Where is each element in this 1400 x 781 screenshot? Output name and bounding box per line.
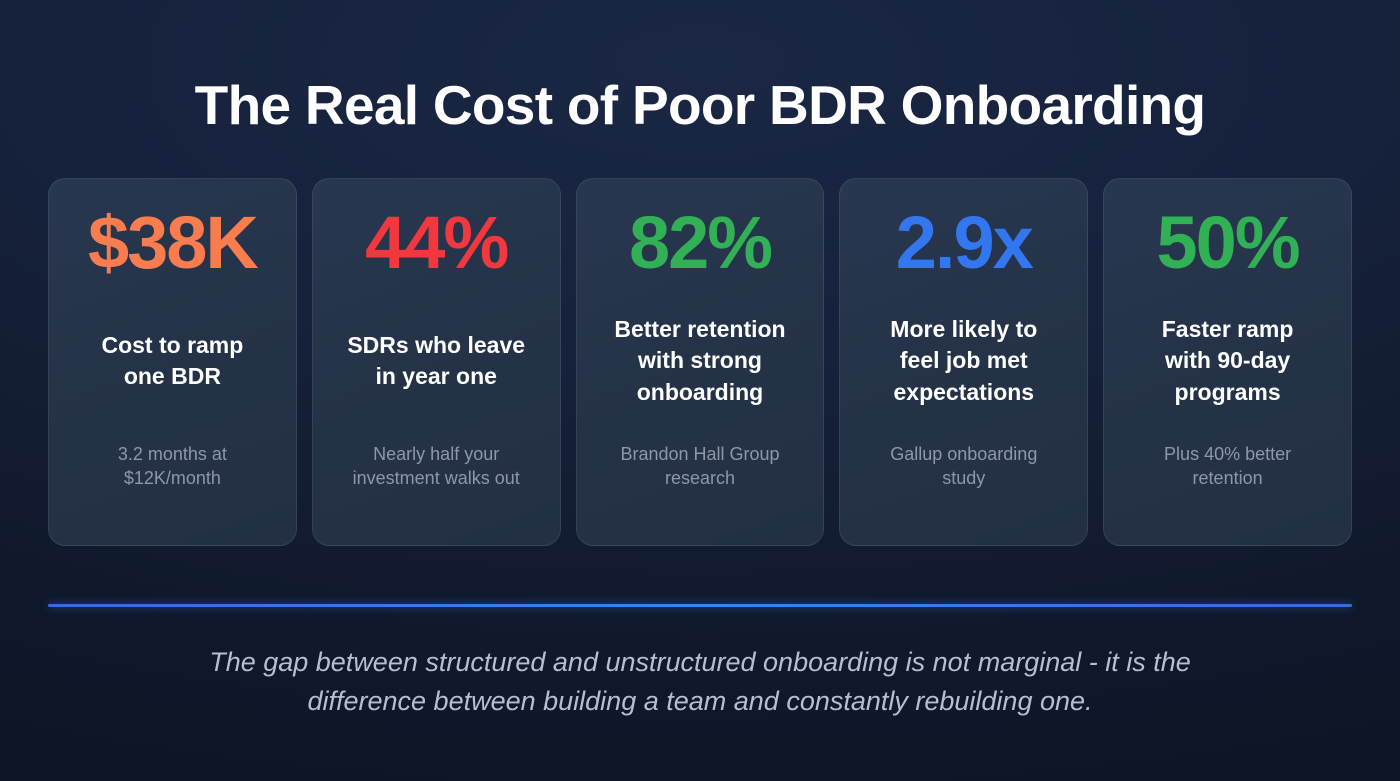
stat-card: 50% Faster ramp with 90-day programs Plus … bbox=[1103, 178, 1352, 546]
stat-value: 2.9x bbox=[895, 201, 1034, 284]
stat-label: Better retention with strong onboarding bbox=[614, 315, 786, 405]
stat-card: $38K Cost to ramp one BDR 3.2 months at $1… bbox=[48, 178, 297, 546]
stat-note: Brandon Hall Group research bbox=[620, 443, 780, 489]
stat-value: 82% bbox=[628, 201, 773, 284]
stat-note: Plus 40% better retention bbox=[1164, 443, 1292, 489]
page-title: The Real Cost of Poor BDR Onboarding bbox=[194, 74, 1206, 136]
stat-card: 82% Better retention with strong onboardin… bbox=[575, 178, 825, 546]
stat-card: 2.9x More likely to feel job met expectati… bbox=[839, 178, 1089, 546]
accent-divider bbox=[48, 604, 1352, 607]
stat-note: 3.2 months at $12K/month bbox=[117, 443, 227, 489]
footer-caption: The gap between structured and unstructu… bbox=[209, 647, 1191, 716]
stat-label: SDRs who leave in year one bbox=[347, 331, 526, 390]
stat-note: Nearly half your investment walks out bbox=[352, 443, 520, 489]
stat-label: More likely to feel job met expectations bbox=[890, 315, 1038, 405]
stat-card-row: $38K Cost to ramp one BDR 3.2 months at $1… bbox=[0, 178, 1400, 546]
stat-value: 50% bbox=[1156, 201, 1301, 284]
stat-label: Faster ramp with 90-day programs bbox=[1161, 315, 1294, 405]
stat-value: 44% bbox=[365, 201, 509, 284]
stat-note: Gallup onboarding study bbox=[890, 443, 1038, 489]
stat-value: $38K bbox=[87, 201, 259, 284]
stat-card: 44% SDRs who leave in year one Nearly hal… bbox=[311, 178, 561, 546]
stat-label: Cost to ramp one BDR bbox=[101, 331, 244, 390]
